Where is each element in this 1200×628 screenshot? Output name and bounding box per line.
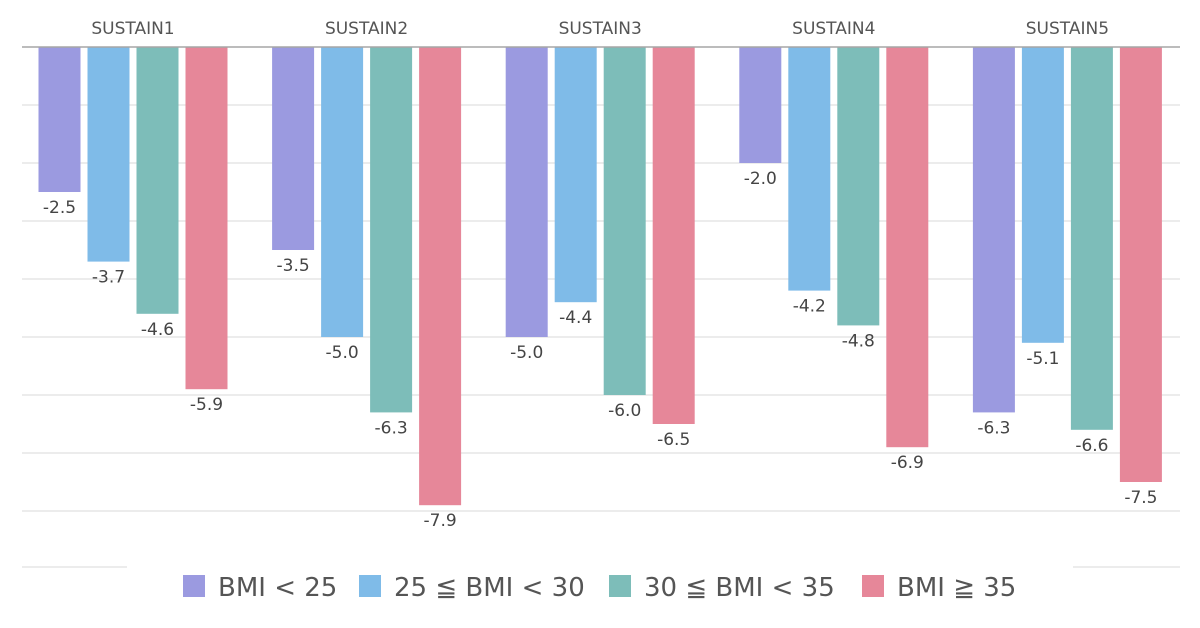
category-label: SUSTAIN3 xyxy=(559,19,642,39)
data-labels: -2.5 -3.7 -4.6 -5.9 -3.5 -5.0 -6.3 -7.9 -5.0 -4.4… xyxy=(43,169,1158,531)
data-label: -5.0 xyxy=(326,343,359,363)
bar xyxy=(272,47,315,250)
bar xyxy=(505,47,548,337)
data-label: -6.5 xyxy=(657,430,690,450)
data-label: -4.8 xyxy=(842,331,875,351)
bar xyxy=(419,47,462,506)
legend-swatch xyxy=(862,575,884,597)
data-label: -6.3 xyxy=(375,418,408,438)
bar xyxy=(554,47,597,303)
bar xyxy=(185,47,228,390)
legend-swatch xyxy=(359,575,381,597)
data-label: -6.0 xyxy=(608,401,641,421)
data-label: -6.9 xyxy=(891,453,924,473)
data-label: -5.1 xyxy=(1026,349,1059,369)
data-label: -5.0 xyxy=(510,343,543,363)
category-label: SUSTAIN4 xyxy=(792,19,875,39)
bar xyxy=(87,47,130,262)
bar xyxy=(1119,47,1162,482)
category-label: SUSTAIN2 xyxy=(325,19,408,39)
legend: BMI < 25 25 ≦ BMI < 30 30 ≦ BMI < 35 BMI ≧ … xyxy=(183,573,1016,603)
bar xyxy=(886,47,929,448)
bar xyxy=(603,47,646,395)
bar xyxy=(321,47,364,337)
legend-label: BMI ≧ 35 xyxy=(897,573,1016,603)
bar xyxy=(652,47,695,424)
bar xyxy=(739,47,782,163)
data-label: -4.2 xyxy=(793,297,826,317)
bar xyxy=(1021,47,1064,343)
legend-swatch xyxy=(609,575,631,597)
data-label: -6.3 xyxy=(977,418,1010,438)
bar xyxy=(370,47,413,413)
data-label: -4.4 xyxy=(559,308,592,328)
legend-swatch xyxy=(183,575,205,597)
data-label: -2.0 xyxy=(744,169,777,189)
bars xyxy=(38,47,1162,506)
data-label: -5.9 xyxy=(190,395,223,415)
legend-label: BMI < 25 xyxy=(218,573,337,603)
legend-label: 25 ≦ BMI < 30 xyxy=(394,573,585,603)
category-label: SUSTAIN5 xyxy=(1026,19,1109,39)
bar xyxy=(788,47,831,291)
category-labels: SUSTAIN1 SUSTAIN2 SUSTAIN3 SUSTAIN4 SUSTAIN5 xyxy=(91,19,1109,39)
data-label: -4.6 xyxy=(141,320,174,340)
data-label: -3.5 xyxy=(277,256,310,276)
data-label: -3.7 xyxy=(92,268,125,288)
data-label: -2.5 xyxy=(43,198,76,218)
bar xyxy=(1070,47,1113,430)
data-label: -6.6 xyxy=(1075,436,1108,456)
bar xyxy=(972,47,1015,413)
bar xyxy=(837,47,880,326)
data-label: -7.5 xyxy=(1124,488,1157,508)
bar xyxy=(38,47,81,192)
data-label: -7.9 xyxy=(424,511,457,531)
category-label: SUSTAIN1 xyxy=(91,19,174,39)
legend-label: 30 ≦ BMI < 35 xyxy=(644,573,835,603)
bar xyxy=(136,47,179,314)
